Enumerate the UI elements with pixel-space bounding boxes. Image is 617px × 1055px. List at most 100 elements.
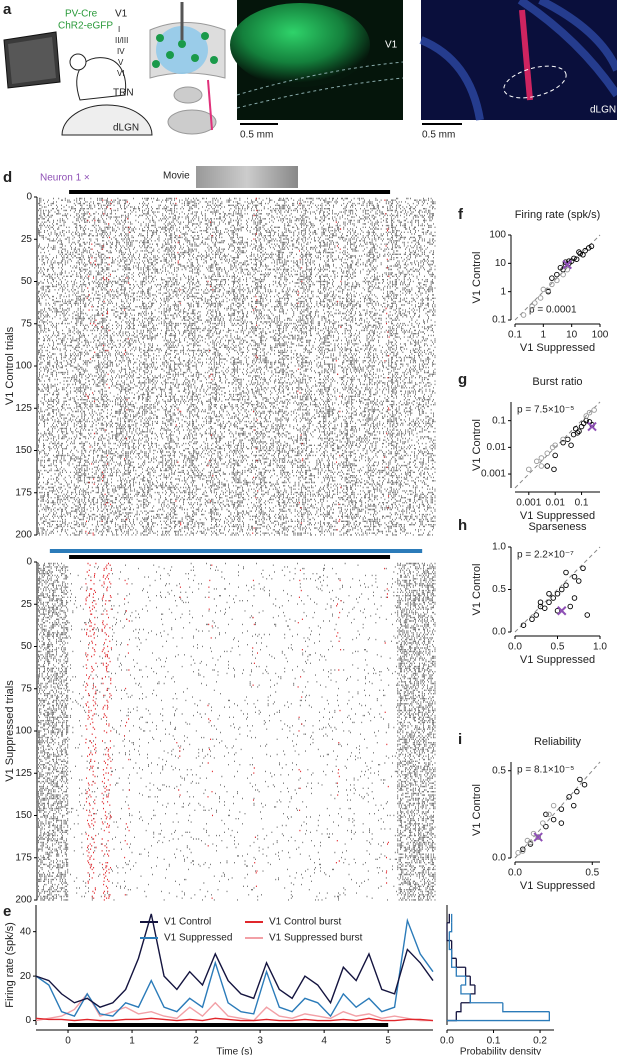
y-tick-label: 0.5 (492, 584, 506, 595)
y-tick-label: 1.0 (492, 542, 506, 553)
point (567, 603, 574, 610)
legend-label: V1 Control (164, 917, 211, 928)
histogram-step (502, 1002, 550, 1013)
point (581, 781, 588, 788)
y-tick-label: 0 (26, 557, 32, 568)
point (533, 458, 540, 465)
y-tick-label: 25 (21, 599, 33, 610)
point (585, 245, 592, 251)
point (560, 436, 566, 443)
x-tick-label: 4 (321, 1036, 327, 1047)
point (549, 275, 555, 281)
point (559, 586, 565, 593)
x-tick-label: 0.5 (585, 868, 599, 879)
point (554, 608, 561, 614)
point (544, 463, 550, 469)
point (563, 582, 569, 589)
histogram-step (451, 958, 457, 968)
x-tick-label: 2 (193, 1036, 199, 1047)
y-tick-label: 0.1 (492, 315, 506, 326)
label: V1 (115, 9, 128, 20)
point (550, 595, 557, 601)
histogram-step (455, 958, 466, 968)
x-tick-label: 0.0 (508, 868, 522, 879)
point (583, 413, 589, 419)
point (564, 266, 571, 273)
point (568, 442, 574, 448)
point (576, 578, 582, 584)
micrograph (230, 3, 370, 87)
y-tick-label: 125 (15, 768, 32, 779)
y-tick-label: 150 (15, 810, 32, 821)
y-tick-label: 10 (495, 258, 507, 269)
light-bar (49, 549, 423, 553)
y-tick-label: 200 (15, 895, 32, 906)
y-tick-label: 25 (21, 234, 33, 245)
histogram-step (469, 976, 475, 986)
y-axis-label: V1 Control (471, 564, 483, 616)
x-tick-label: 0 (65, 1036, 71, 1047)
point (532, 300, 538, 306)
y-axis-label: Firing rate (spk/s) (4, 922, 16, 1008)
panel-title: Reliability (534, 736, 582, 748)
x-axis-label: V1 Suppressed (520, 880, 595, 892)
point (573, 256, 580, 262)
point (570, 802, 577, 809)
histogram-step (447, 1011, 457, 1022)
point (546, 591, 552, 597)
panel-title: Sparseness (528, 521, 587, 533)
point (543, 823, 549, 830)
point (571, 595, 578, 601)
x-axis-label: V1 Suppressed (520, 510, 595, 522)
histogram-step (455, 967, 466, 977)
schematic (3, 2, 226, 136)
point (540, 286, 547, 293)
point (576, 428, 582, 435)
y-axis-label: V1 Control (471, 784, 483, 836)
neuron-label: Neuron 1 × (40, 173, 90, 184)
point (535, 834, 541, 840)
point (574, 430, 581, 436)
series-line (35, 917, 434, 1018)
series-line (35, 992, 433, 1022)
point (540, 820, 546, 826)
point (546, 599, 552, 606)
legend-label: V1 Suppressed burst (269, 933, 363, 944)
point (526, 466, 532, 473)
histogram-step (446, 931, 452, 942)
point (527, 841, 534, 847)
point (519, 846, 526, 853)
y-tick-label: 50 (21, 276, 33, 287)
point (538, 463, 545, 469)
annotation: p = 2.2×10⁻⁷ (517, 550, 574, 561)
label: VI (117, 69, 125, 78)
y-axis-label: V1 Control (471, 252, 483, 304)
unity-line (514, 401, 601, 489)
y-tick-label: 100 (15, 726, 32, 737)
panel-label: h (458, 517, 467, 534)
y-tick-label: 1 (500, 286, 506, 297)
y-tick-label: 75 (21, 318, 33, 329)
scale-bar-label: 0.5 mm (422, 130, 455, 141)
point (520, 312, 527, 318)
x-tick-label: 1 (129, 1036, 135, 1047)
x-tick-label: 3 (257, 1036, 263, 1047)
point (576, 249, 582, 255)
x-tick-label: 0.1 (575, 498, 589, 509)
x-tick-label: 0.5 (551, 642, 565, 653)
point (529, 303, 535, 310)
point (566, 794, 572, 800)
point (574, 788, 580, 795)
histogram-step (469, 993, 503, 1004)
movie-label: Movie (163, 171, 190, 182)
point (563, 569, 569, 576)
y-tick-label: 200 (15, 530, 32, 541)
point (565, 436, 571, 443)
x-tick-label: 0.1 (508, 330, 522, 341)
label: ChR2-eGFP (58, 21, 113, 32)
x-axis-label: V1 Suppressed (520, 342, 595, 354)
series-line (35, 1017, 434, 1022)
x-tick-label: 1 (541, 330, 547, 341)
label: II/III (115, 36, 128, 45)
panel-label: e (3, 903, 11, 920)
